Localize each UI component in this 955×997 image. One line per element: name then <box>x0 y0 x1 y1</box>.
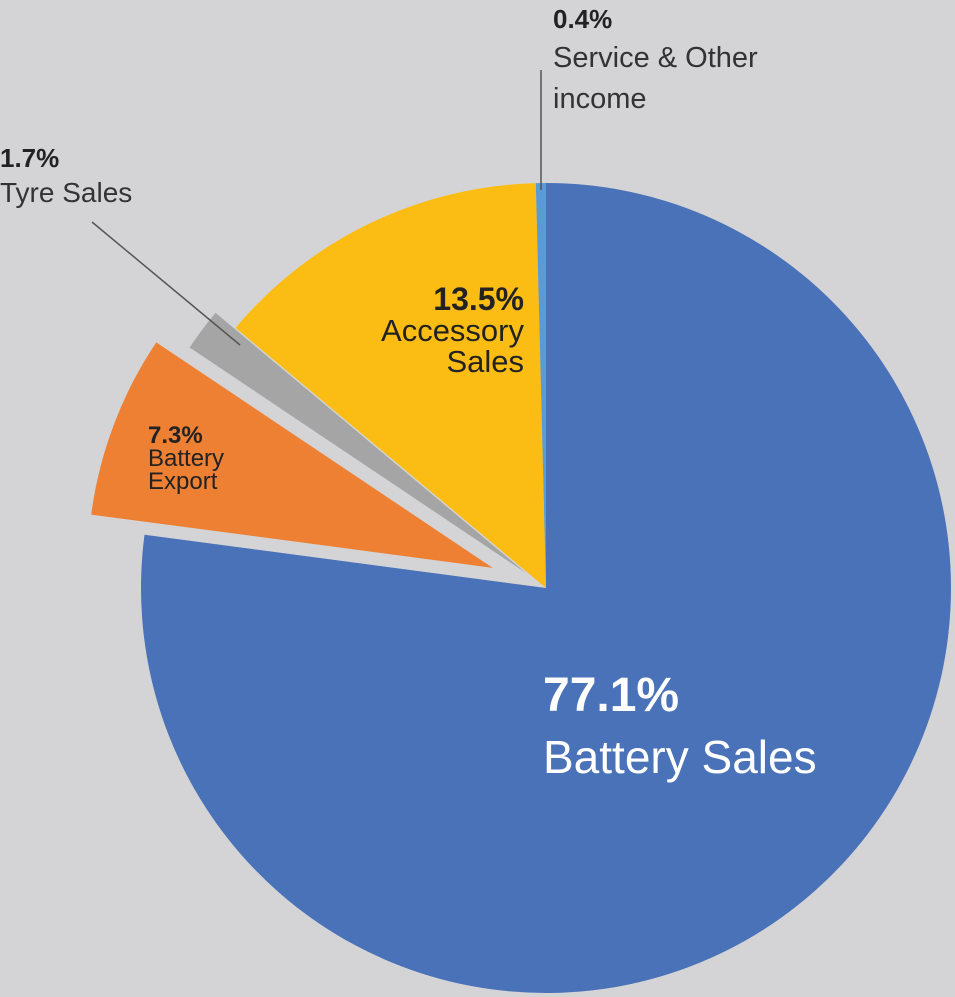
pie-slice <box>235 183 547 588</box>
pie-slice <box>535 183 546 588</box>
label-group: 0.4% Service & Other income <box>553 6 803 119</box>
value-label: 1.7% <box>0 143 60 173</box>
value-label: 13.5% <box>433 281 524 317</box>
pie-slice <box>189 312 527 573</box>
value-label: 77.1% <box>543 669 680 722</box>
label-group: 77.1% Battery Sales <box>543 669 903 783</box>
value-label: 7.3% <box>148 422 203 449</box>
leader-line <box>91 221 241 346</box>
label-group: 13.5% Accessory Sales <box>324 283 524 377</box>
pie-slice <box>91 342 493 568</box>
category-label: Battery Export <box>148 445 225 495</box>
label-group: 7.3% Battery Export <box>148 424 258 494</box>
category-label: Service & Other income <box>553 42 758 115</box>
category-label: Tyre Sales <box>0 177 133 208</box>
category-label: Accessory Sales <box>381 313 524 379</box>
value-label: 0.4% <box>553 4 613 34</box>
category-label: Battery Sales <box>543 731 817 783</box>
label-group: 1.7% Tyre Sales <box>0 145 200 207</box>
